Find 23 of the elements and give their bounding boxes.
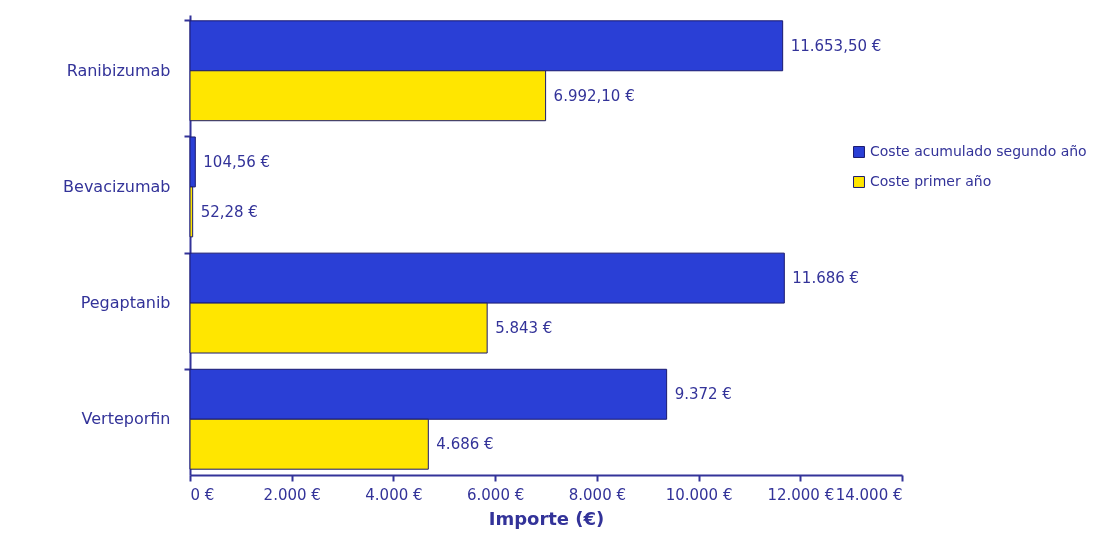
data-label: 6.992,10 € bbox=[553, 86, 635, 105]
y-tick-label: Ranibizumab bbox=[66, 60, 171, 80]
data-label: 9.372 € bbox=[674, 385, 732, 404]
x-tick-label: 4.000 € bbox=[365, 485, 423, 504]
x-tick-label: 10.000 € bbox=[665, 485, 733, 504]
legend-label: Coste primer año bbox=[870, 173, 992, 189]
x-tick-label: 8.000 € bbox=[568, 485, 626, 504]
x-tick-label: 2.000 € bbox=[263, 485, 321, 504]
x-axis-title: Importe (€) bbox=[488, 507, 605, 529]
data-label: 11.653,50 € bbox=[790, 36, 882, 55]
legend-label: Coste acumulado segundo año bbox=[870, 143, 1087, 159]
y-tick-label: Verteporfin bbox=[81, 409, 171, 429]
data-label: 11.686 € bbox=[792, 269, 860, 288]
x-tick-label: 14.000 € bbox=[835, 485, 903, 504]
x-tick-label: 0 € bbox=[190, 485, 215, 504]
y-tick-label: Pegaptanib bbox=[80, 293, 171, 313]
x-tick-label: 6.000 € bbox=[467, 485, 525, 504]
data-label: 104,56 € bbox=[203, 152, 271, 171]
data-label: 5.843 € bbox=[495, 319, 553, 338]
x-tick-label: 12.000 € bbox=[767, 485, 835, 504]
data-label: 52,28 € bbox=[200, 202, 258, 221]
y-tick-label: Bevacizumab bbox=[63, 176, 171, 196]
data-label: 4.686 € bbox=[436, 435, 494, 454]
